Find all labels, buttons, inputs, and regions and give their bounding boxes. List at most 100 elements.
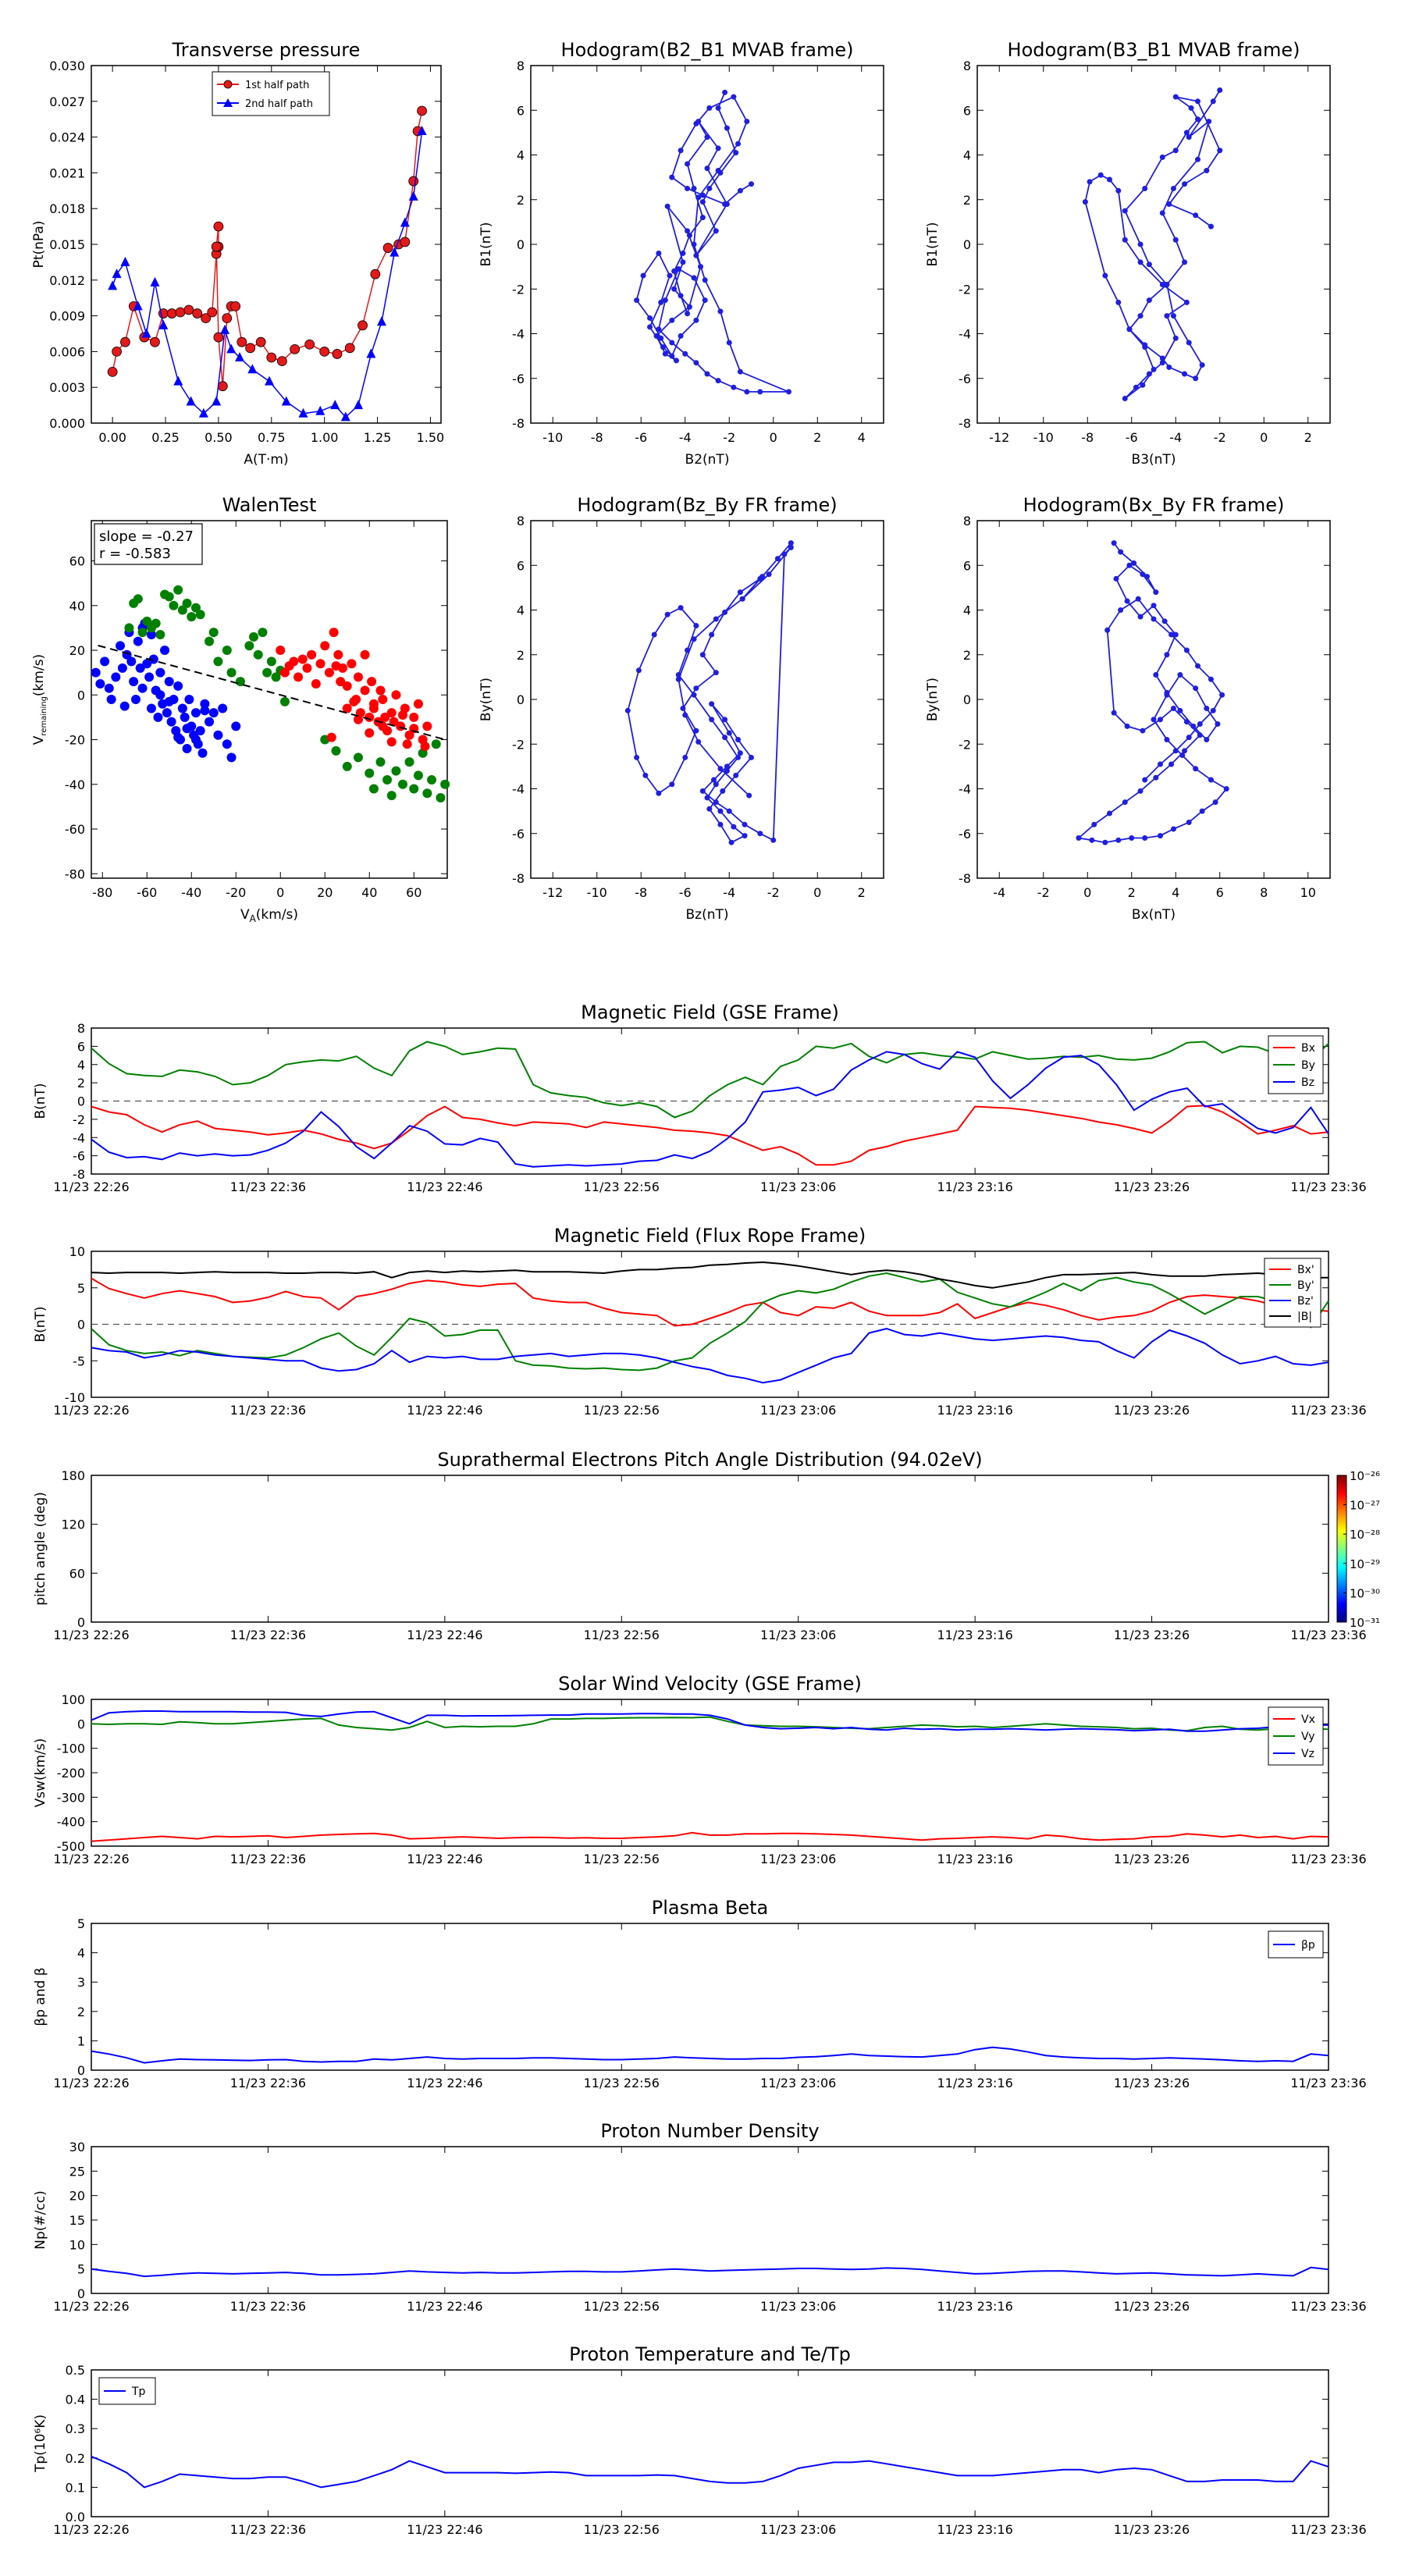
scatter-point bbox=[391, 766, 401, 776]
data-point bbox=[1151, 603, 1157, 609]
data-point bbox=[1153, 589, 1159, 596]
data-point bbox=[211, 241, 222, 252]
series-line-Bx' bbox=[91, 1277, 1329, 1327]
data-point bbox=[724, 125, 730, 131]
series-line-Bz' bbox=[91, 1328, 1329, 1384]
data-point bbox=[1142, 777, 1148, 783]
data-point bbox=[713, 616, 719, 622]
x-tick-label: 11/23 22:56 bbox=[584, 1628, 660, 1642]
scatter-point bbox=[126, 656, 137, 667]
chart-hodo-bxby: Hodogram(Bx_By FR frame) -8 -6 -4 -2 0 2 4 6 8 -4 -… bbox=[925, 494, 1331, 923]
x-tick-label: 11/23 22:46 bbox=[407, 2299, 482, 2314]
scatter-point bbox=[404, 730, 414, 740]
data-point bbox=[742, 833, 748, 839]
legend-marker bbox=[223, 80, 233, 89]
x-tick-label: 11/23 23:06 bbox=[760, 2076, 836, 2090]
data-point bbox=[1172, 748, 1179, 754]
scatter-point bbox=[195, 610, 205, 620]
data-point bbox=[685, 311, 691, 317]
scatter-point bbox=[382, 775, 393, 785]
data-point bbox=[354, 400, 364, 410]
data-point bbox=[1195, 156, 1200, 162]
x-tick-label: 0 bbox=[1083, 885, 1091, 900]
x-tick-label: 0.00 bbox=[98, 430, 126, 445]
scatter-point bbox=[226, 753, 237, 763]
data-point bbox=[133, 301, 143, 311]
x-tick-label: 11/23 23:36 bbox=[1290, 2299, 1366, 2314]
scatter-point bbox=[333, 649, 343, 660]
x-tick-label: 11/23 22:36 bbox=[230, 1628, 306, 1642]
scatter-point bbox=[135, 663, 145, 673]
x-tick-label: 11/23 23:26 bbox=[1114, 1628, 1190, 1642]
scatter-point bbox=[182, 743, 192, 753]
x-tick-label: 11/23 22:26 bbox=[53, 2522, 129, 2537]
series-line-Vz bbox=[91, 1710, 1329, 1732]
y-tick-label: 0 bbox=[77, 1318, 85, 1332]
data-point bbox=[1166, 201, 1172, 207]
scatter-point bbox=[142, 616, 152, 626]
x-tick-label: -2 bbox=[1214, 430, 1226, 445]
x-tick-label: -80 bbox=[92, 885, 112, 900]
data-point bbox=[671, 268, 678, 274]
x-tick-label: 11/23 23:16 bbox=[937, 1628, 1012, 1642]
scatter-point bbox=[409, 784, 419, 794]
data-point bbox=[417, 105, 427, 116]
x-tick-label: 11/23 22:26 bbox=[53, 1628, 129, 1642]
data-point bbox=[724, 768, 730, 774]
scatter-point bbox=[208, 628, 219, 638]
scatter-point bbox=[422, 788, 432, 799]
data-point bbox=[706, 105, 713, 111]
data-point bbox=[1166, 364, 1172, 370]
legend-label: Bz' bbox=[1297, 1295, 1314, 1308]
data-point bbox=[686, 304, 692, 310]
data-point bbox=[150, 276, 160, 286]
y-tick-label: 8 bbox=[517, 514, 525, 528]
scatter-point bbox=[311, 678, 321, 688]
scatter-point bbox=[253, 649, 263, 660]
series-line-By bbox=[91, 1041, 1329, 1119]
scatter-point bbox=[365, 728, 375, 738]
x-tick-label: 11/23 22:26 bbox=[53, 1852, 129, 1866]
plot-frame bbox=[91, 520, 448, 879]
y-tick-label: 0.030 bbox=[49, 59, 85, 73]
colorbar-label: 10⁻²⁶ bbox=[1350, 1469, 1380, 1483]
data-point bbox=[640, 272, 646, 279]
data-point bbox=[1215, 720, 1221, 727]
data-point bbox=[1186, 735, 1192, 741]
data-point bbox=[671, 286, 678, 292]
data-point bbox=[1164, 652, 1170, 658]
data-point bbox=[709, 717, 715, 723]
data-point bbox=[357, 320, 368, 331]
scatter-point bbox=[173, 585, 183, 595]
scatter-point bbox=[320, 641, 330, 651]
legend-label: Vy bbox=[1301, 1731, 1315, 1743]
data-point bbox=[693, 317, 699, 323]
x-tick-label: 11/23 22:46 bbox=[407, 1628, 482, 1642]
data-point bbox=[173, 375, 183, 386]
data-point bbox=[315, 405, 325, 415]
data-point bbox=[788, 540, 794, 546]
scatter-point bbox=[386, 708, 397, 718]
plot-frame bbox=[91, 1923, 1329, 2071]
legend-label: Tp bbox=[131, 2386, 146, 2398]
fit-line bbox=[98, 644, 446, 741]
scatter-point bbox=[279, 667, 290, 678]
data-point bbox=[141, 328, 151, 338]
data-point bbox=[1113, 575, 1119, 582]
data-point bbox=[693, 685, 699, 692]
data-point bbox=[1168, 632, 1175, 638]
chart-hodo-bzby: Hodogram(Bz_By FR frame) -8 -6 -4 -2 0 2 4 6 8 -12… bbox=[478, 494, 884, 923]
x-tick-label: -6 bbox=[635, 430, 647, 445]
scatter-point bbox=[190, 708, 201, 718]
y-tick-label: 5 bbox=[77, 2262, 85, 2277]
x-tick-label: 11/23 23:06 bbox=[760, 1179, 836, 1194]
data-point bbox=[1172, 237, 1179, 243]
chart-title: Suprathermal Electrons Pitch Angle Distr… bbox=[437, 1449, 982, 1471]
data-point bbox=[1115, 299, 1122, 305]
data-point bbox=[713, 799, 719, 806]
scatter-point bbox=[331, 745, 341, 756]
data-point bbox=[1182, 181, 1188, 187]
data-point bbox=[150, 336, 160, 347]
scatter-point bbox=[173, 681, 183, 691]
data-point bbox=[735, 737, 742, 743]
